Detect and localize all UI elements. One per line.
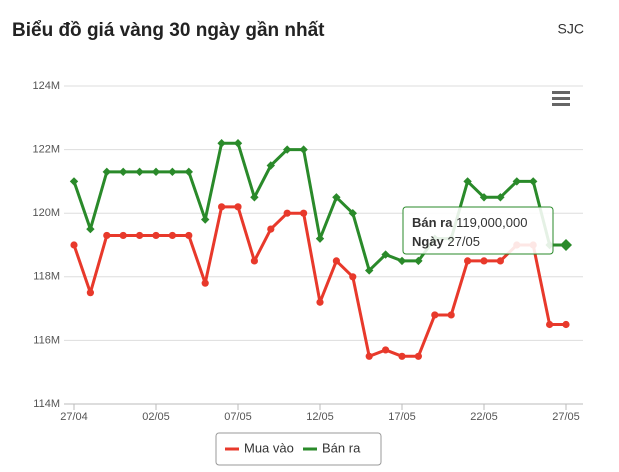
x-tick-label: 07/05 xyxy=(224,411,252,423)
x-tick-label: 12/05 xyxy=(306,411,334,423)
point xyxy=(496,193,505,202)
point xyxy=(119,167,128,177)
chart-subtitle: SJC xyxy=(558,21,584,37)
point xyxy=(218,203,226,211)
tooltip-value: 119,000,000 xyxy=(456,215,527,230)
y-tick-label: 120M xyxy=(32,207,60,219)
y-tick-label: 124M xyxy=(32,80,60,92)
point xyxy=(480,257,488,265)
point xyxy=(447,311,455,319)
point xyxy=(381,250,390,259)
point xyxy=(365,266,374,275)
point xyxy=(283,209,291,217)
point xyxy=(136,231,144,240)
point xyxy=(267,225,275,233)
chart-title: Biểu đồ giá vàng 30 ngày gần nhất xyxy=(12,20,325,41)
point xyxy=(562,320,570,329)
tooltip-series: Bán ra xyxy=(412,215,453,230)
point xyxy=(464,257,472,265)
x-tick-label: 02/05 xyxy=(142,411,170,423)
x-tick-label: 22/05 xyxy=(470,411,498,423)
point xyxy=(250,193,259,202)
point xyxy=(70,241,78,249)
point xyxy=(546,320,554,329)
point xyxy=(397,256,407,266)
tooltip-date: 27/05 xyxy=(447,234,480,249)
y-tick-label: 116M xyxy=(33,334,60,346)
tooltip-line: Ngày 27/05 xyxy=(412,234,480,249)
point xyxy=(332,193,341,202)
point xyxy=(185,231,193,240)
point xyxy=(479,193,489,202)
point xyxy=(168,167,177,177)
legend-label: Bán ra xyxy=(322,440,361,455)
tooltip-line: Bán ra 119,000,000 xyxy=(412,215,527,230)
point xyxy=(151,167,161,177)
point xyxy=(299,145,308,154)
point xyxy=(102,167,111,177)
point xyxy=(135,167,144,177)
point xyxy=(86,289,94,297)
point xyxy=(512,177,521,186)
point xyxy=(266,161,275,170)
point xyxy=(414,352,422,360)
tooltip-date-name: Ngày xyxy=(412,234,445,249)
legend-label: Mua vào xyxy=(244,440,294,455)
point xyxy=(250,257,258,265)
point xyxy=(414,256,423,266)
point xyxy=(398,352,406,360)
point xyxy=(234,203,242,211)
point xyxy=(463,177,472,186)
tooltip-box xyxy=(402,206,554,255)
point xyxy=(300,209,308,217)
point xyxy=(315,234,325,243)
point xyxy=(201,279,209,287)
legend xyxy=(215,432,382,466)
point xyxy=(316,298,324,306)
tooltip: Bán ra 119,000,000 Ngày 27/05 xyxy=(402,206,554,255)
point xyxy=(348,209,357,218)
point xyxy=(86,224,95,234)
point xyxy=(217,139,226,148)
point xyxy=(119,231,127,240)
point xyxy=(233,139,243,148)
point xyxy=(201,215,210,224)
point xyxy=(382,346,390,354)
point xyxy=(431,311,439,319)
point xyxy=(283,145,292,154)
x-tick-label: 27/04 xyxy=(60,411,88,423)
point xyxy=(332,257,340,265)
point xyxy=(496,257,504,265)
y-tick-label: 122M xyxy=(32,144,60,156)
menu-button[interactable] xyxy=(552,91,570,106)
y-tick-label: 114M xyxy=(33,398,60,410)
point xyxy=(529,177,538,186)
x-tick-label: 17/05 xyxy=(388,411,416,423)
point xyxy=(184,167,193,177)
y-tick-label: 118M xyxy=(33,271,60,283)
point xyxy=(152,231,160,240)
point xyxy=(560,239,572,251)
point xyxy=(69,177,79,186)
point xyxy=(365,352,373,360)
point xyxy=(349,273,357,281)
point xyxy=(168,231,176,240)
x-tick-label: 27/05 xyxy=(552,411,580,423)
point xyxy=(103,231,111,240)
